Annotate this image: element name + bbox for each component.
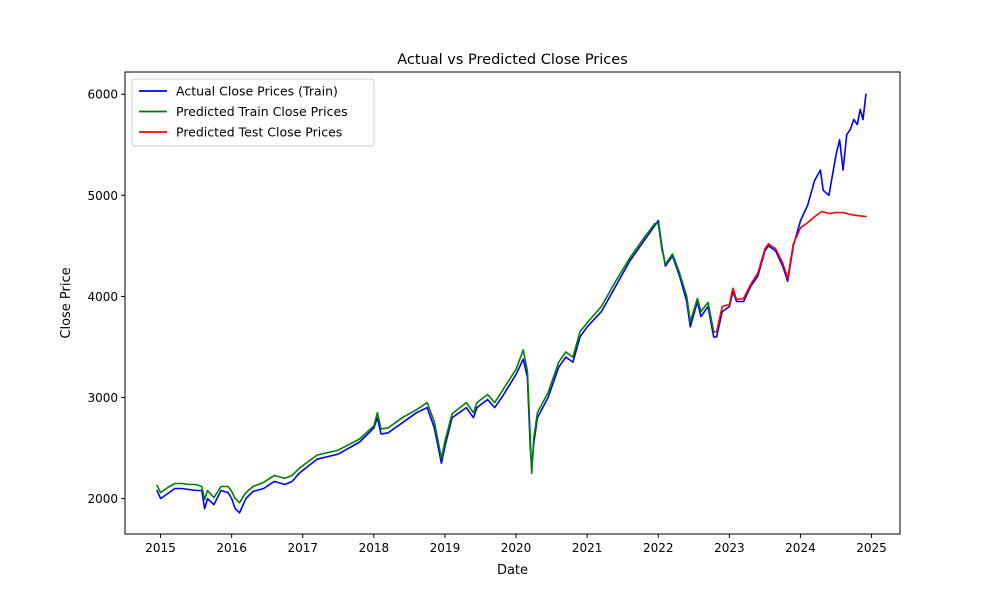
- y-axis: 2000 3000 4000 5000 6000: [87, 88, 125, 506]
- y-tick-label: 2000: [87, 492, 118, 506]
- y-tick-label: 6000: [87, 88, 118, 102]
- series-line-1: [156, 222, 718, 504]
- plot-frame: [124, 71, 901, 535]
- x-tick-label: 2015: [145, 541, 176, 555]
- x-tick-label: 2021: [572, 541, 603, 555]
- legend: Actual Close Prices (Train) Predicted Tra…: [131, 78, 375, 147]
- legend-label-2: Predicted Test Close Prices: [176, 125, 342, 140]
- legend-label-0: Actual Close Prices (Train): [176, 84, 338, 99]
- legend-box: [131, 78, 375, 147]
- y-tick-label: 3000: [87, 391, 118, 405]
- x-tick-label: 2023: [714, 541, 745, 555]
- x-tick-label: 2022: [643, 541, 674, 555]
- x-tick-label: 2016: [216, 541, 247, 555]
- x-tick-label: 2025: [856, 541, 887, 555]
- x-tick-label: 2024: [785, 541, 816, 555]
- legend-label-1: Predicted Train Close Prices: [176, 104, 348, 119]
- x-tick-label: 2017: [287, 541, 318, 555]
- x-axis-label: Date: [497, 563, 528, 578]
- x-axis: 2015 2016 2017 2018 2019 2020 2021 2022 2023 2024…: [145, 534, 887, 555]
- plot-lines: [156, 93, 867, 514]
- y-tick-label: 5000: [87, 189, 118, 203]
- y-axis-label: Close Price: [59, 267, 74, 338]
- x-tick-label: 2018: [359, 541, 390, 555]
- chart-title: Actual vs Predicted Close Prices: [397, 52, 628, 68]
- x-tick-label: 2020: [501, 541, 532, 555]
- y-tick-label: 4000: [87, 290, 118, 304]
- x-tick-label: 2019: [430, 541, 461, 555]
- series-line-0: [156, 93, 867, 514]
- series-line-2: [715, 210, 867, 333]
